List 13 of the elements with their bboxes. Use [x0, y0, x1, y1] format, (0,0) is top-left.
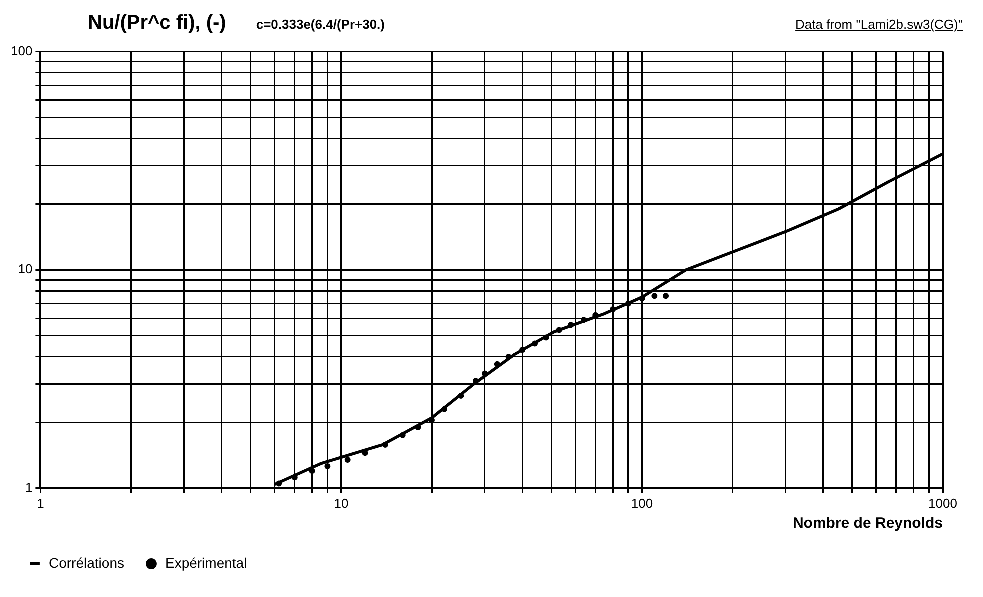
- chart-subtitle: c=0.333e(6.4/(Pr+30.): [256, 17, 385, 32]
- x-tick-label: 1000: [928, 496, 958, 511]
- text: Data from "Lami2b.sw3(CG)": [796, 17, 963, 32]
- legend-label: Corrélations: [49, 554, 124, 571]
- chart-title: Nu/(Pr^c fi), (-): [88, 12, 226, 35]
- y-tick-label: 1: [25, 480, 33, 495]
- x-tick-label: 10: [334, 496, 349, 511]
- legend-label: Expérimental: [165, 554, 248, 571]
- x-tick-label: 100: [631, 496, 654, 511]
- y-tick-label: 10: [18, 262, 33, 277]
- x-axis-title: Nombre de Reynolds: [792, 515, 943, 532]
- x-tick-label: 1: [37, 496, 44, 511]
- y-tick-label: 100: [10, 43, 33, 58]
